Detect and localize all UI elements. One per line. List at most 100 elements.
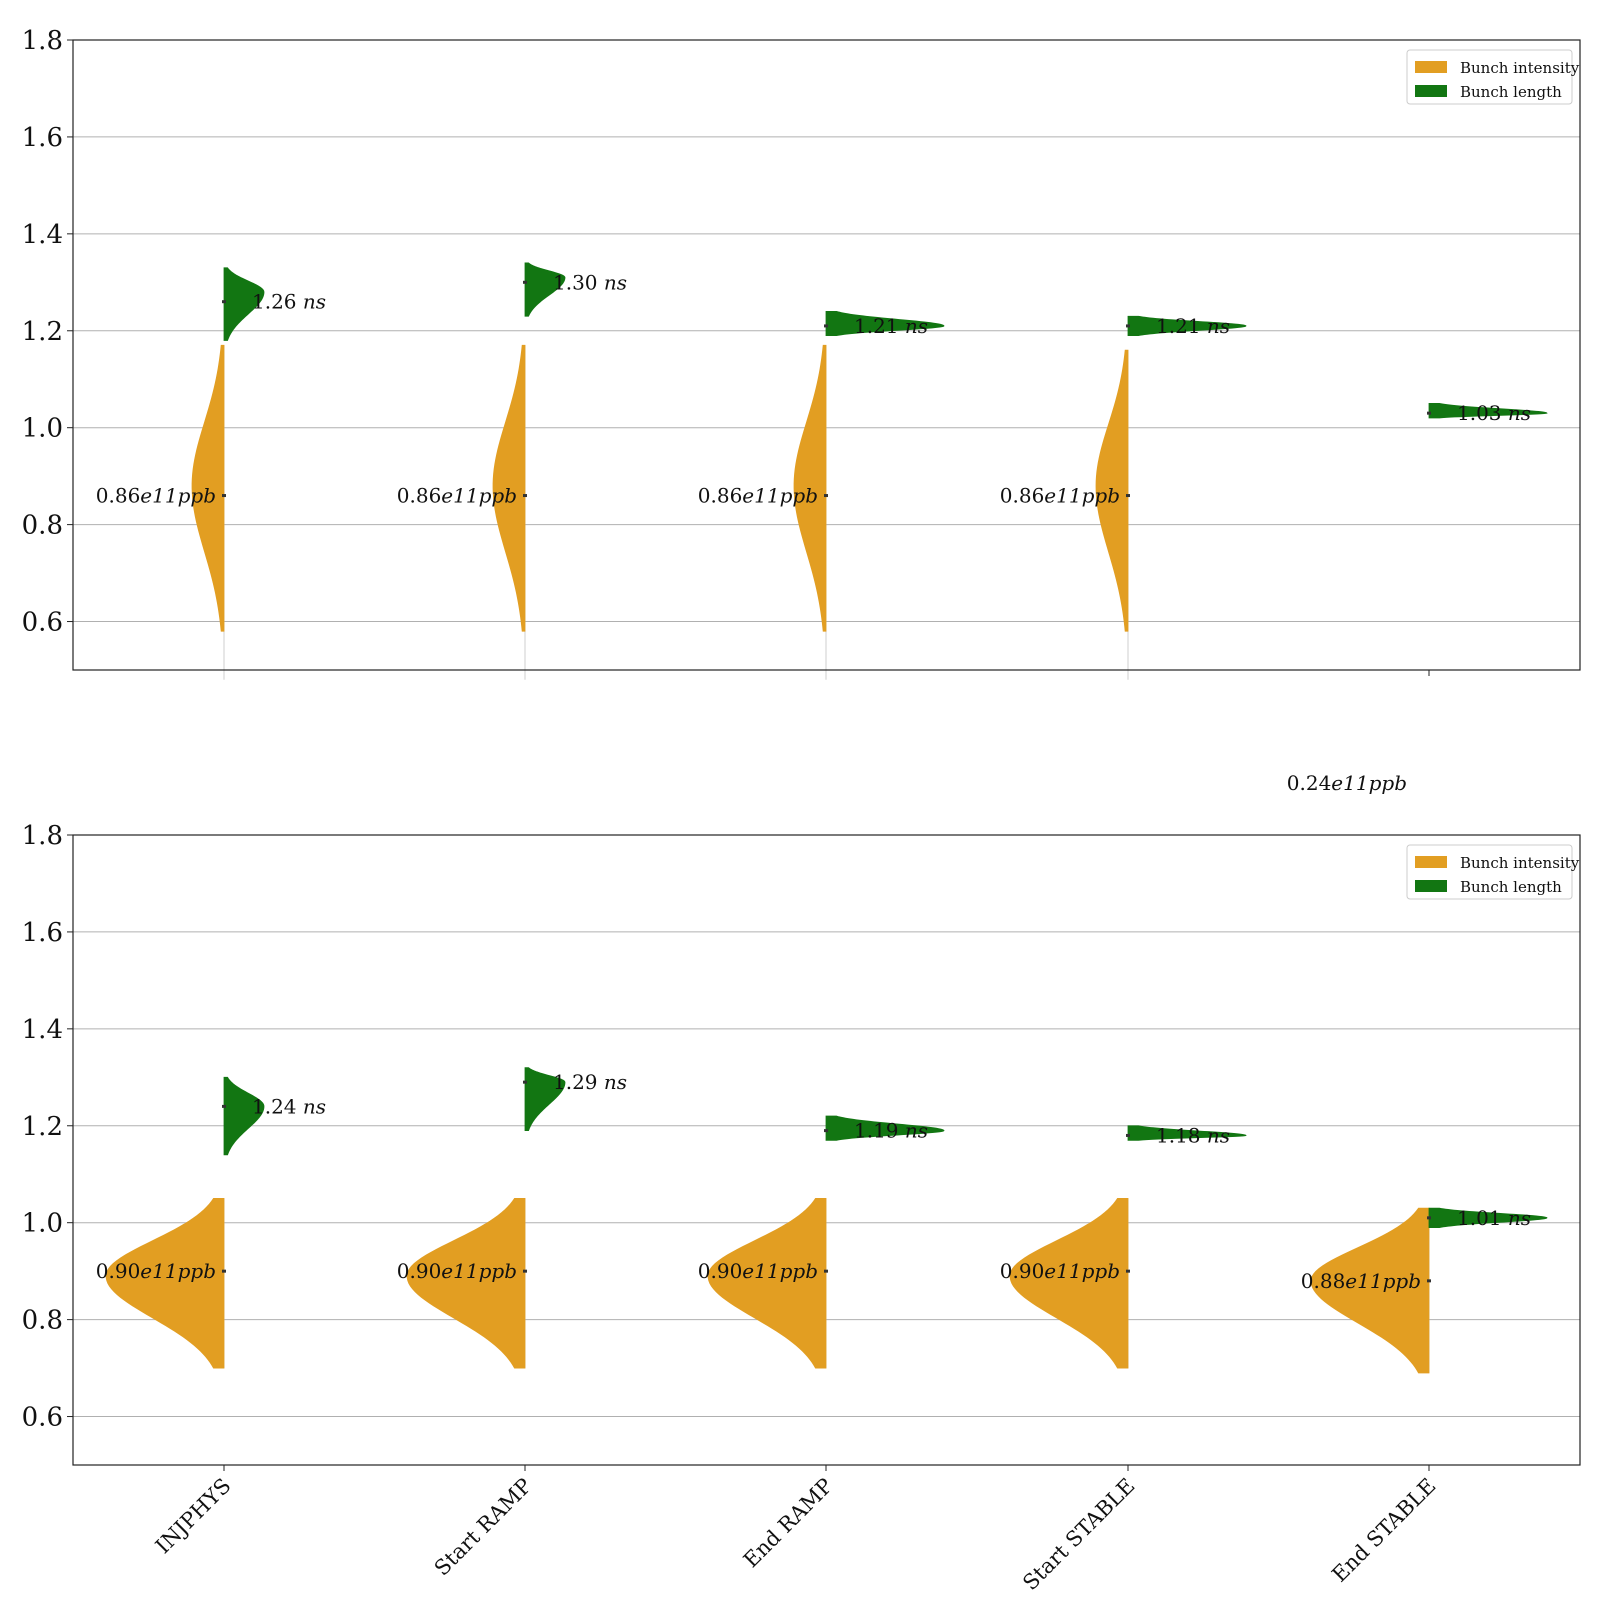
y-tick-labels: 0.6 0.8 1.0 1.2 1.4 1.6 1.8: [22, 821, 73, 1433]
y-tick-label: 1.2: [22, 1112, 63, 1142]
intensity-median-label: 0.86e11ppb: [1000, 484, 1120, 508]
label-unit: ns: [303, 290, 326, 314]
label-value: 1.26: [252, 290, 303, 314]
x-tick-label: Start STABLE: [1018, 1474, 1139, 1595]
intensity-median-label: 0.86e11ppb: [96, 484, 216, 508]
label-unit: e11ppb: [441, 484, 517, 508]
label-unit: ns: [604, 1070, 627, 1094]
label-unit: e11ppb: [1331, 771, 1407, 795]
length-median-label: 1.19 ns: [854, 1119, 928, 1143]
label-unit: e11ppb: [140, 1259, 216, 1283]
label-value: 0.90: [1000, 1259, 1045, 1283]
y-tick-label: 1.2: [22, 317, 63, 347]
length-violin-1: [223, 267, 265, 341]
label-unit: e11ppb: [140, 484, 216, 508]
x-tick-label: Start RAMP: [430, 1474, 537, 1581]
label-unit: e11ppb: [742, 1259, 818, 1283]
length-violin-5: [1428, 1207, 1548, 1228]
intensity-median-label: 0.86e11ppb: [397, 484, 517, 508]
length-median-label: 1.21 ns: [1156, 314, 1230, 338]
intensity-median-label: 0.90e11ppb: [96, 1259, 216, 1283]
legend-swatch: [1415, 61, 1447, 73]
length-median-label: 1.24 ns: [252, 1094, 326, 1118]
label-unit: e11ppb: [742, 484, 818, 508]
y-tick-label: 0.6: [22, 1403, 63, 1433]
label-unit: e11ppb: [1044, 484, 1120, 508]
label-unit: e11ppb: [1345, 1269, 1421, 1293]
legend: Bunch intensity Bunch length: [1406, 49, 1580, 105]
label-value: 0.24: [1287, 771, 1332, 795]
length-median-label: 1.01 ns: [1457, 1206, 1531, 1230]
legend-entry-label: Bunch length: [1460, 83, 1562, 101]
length-violin-2: [524, 1067, 566, 1132]
x-tick-label: INJPHYS: [151, 1474, 236, 1559]
intensity-violins: 0.86e11ppb 0.86e11ppb 0.86e11ppb 0.86e11ppb…: [96, 344, 1407, 795]
intensity-median-label: 0.24e11ppb: [1287, 771, 1407, 795]
legend-entry-label: Bunch intensity: [1460, 854, 1580, 872]
intensity-median-label: 0.86e11ppb: [698, 484, 818, 508]
intensity-violin-5: [1310, 1207, 1430, 1374]
label-value: 0.88: [1301, 1269, 1346, 1293]
plot-frame: [72, 39, 1581, 671]
length-median-label: 1.30 ns: [553, 270, 627, 294]
label-unit: e11ppb: [441, 1259, 517, 1283]
intensity-violin-1: [191, 344, 225, 632]
label-value: 1.24: [252, 1094, 303, 1118]
intensity-violin-2: [406, 1198, 526, 1369]
label-value: 1.03: [1457, 401, 1508, 425]
label-value: 0.90: [397, 1259, 442, 1283]
y-tick-label: 0.6: [22, 608, 63, 638]
label-value: 0.90: [698, 1259, 743, 1283]
length-violin-5: [1428, 403, 1548, 419]
label-unit: ns: [1207, 1123, 1230, 1147]
length-violins: 1.24 ns1.29 ns1.19 ns 1.18 ns1.01 ns: [222, 1067, 1548, 1230]
y-tick-label: 1.4: [22, 1015, 63, 1045]
label-value: 1.19: [854, 1119, 905, 1143]
label-value: 1.21: [854, 314, 905, 338]
label-unit: ns: [1508, 1206, 1531, 1230]
y-tick-label: 0.8: [22, 1306, 63, 1336]
legend-box: [1406, 844, 1573, 900]
label-unit: ns: [303, 1094, 326, 1118]
length-median-label: 1.18 ns: [1156, 1123, 1230, 1147]
intensity-median-label: 0.90e11ppb: [1000, 1259, 1120, 1283]
intensity-violins: 0.90e11ppb 0.90e11ppb 0.90e11ppb 0.90e11ppb…: [96, 1198, 1431, 1374]
y-gridlines: [73, 931, 1580, 1418]
y-tick-label: 1.8: [22, 821, 63, 851]
plot-frame: [72, 834, 1581, 1466]
chart-panel-2: 0.6 0.8 1.0 1.2 1.4 1.6 1.8 INJPHYS Start RAMP En…: [22, 821, 1581, 1595]
label-unit: ns: [905, 1119, 928, 1143]
y-tick-labels: 0.6 0.8 1.0 1.2 1.4 1.6 1.8: [22, 26, 73, 638]
legend: Bunch intensity Bunch length: [1406, 844, 1580, 900]
legend-entry-label: Bunch intensity: [1460, 59, 1580, 77]
length-median-label: 1.21 ns: [854, 314, 928, 338]
intensity-violin-3: [793, 344, 827, 632]
x-ticks: INJPHYS Start RAMP End RAMP Start STABLE End…: [151, 1465, 1441, 1595]
intensity-violin-3: [707, 1198, 827, 1369]
intensity-median-label: 0.88e11ppb: [1301, 1269, 1421, 1293]
intensity-violin-1: [105, 1198, 225, 1369]
length-violin-3: [825, 310, 945, 337]
label-unit: e11ppb: [1044, 1259, 1120, 1283]
legend-swatch: [1415, 85, 1447, 97]
label-unit: ns: [604, 270, 627, 294]
label-value: 0.90: [96, 1259, 141, 1283]
intensity-violin-4: [1095, 349, 1129, 632]
intensity-violin-4: [1009, 1198, 1129, 1369]
label-value: 1.30: [553, 270, 604, 294]
legend-box: [1406, 49, 1573, 105]
length-violin-1: [223, 1076, 265, 1156]
label-value: 1.29: [553, 1070, 604, 1094]
label-value: 0.86: [96, 484, 141, 508]
legend-swatch: [1415, 856, 1447, 868]
legend-swatch: [1415, 880, 1447, 892]
length-violin-3: [825, 1115, 945, 1141]
x-tick-label: End STABLE: [1327, 1474, 1440, 1587]
intensity-median-label: 0.90e11ppb: [397, 1259, 517, 1283]
label-value: 0.86: [698, 484, 743, 508]
label-value: 1.18: [1156, 1123, 1207, 1147]
y-tick-label: 1.0: [22, 1209, 63, 1239]
intensity-median-label: 0.90e11ppb: [698, 1259, 818, 1283]
y-tick-label: 1.8: [22, 26, 63, 56]
